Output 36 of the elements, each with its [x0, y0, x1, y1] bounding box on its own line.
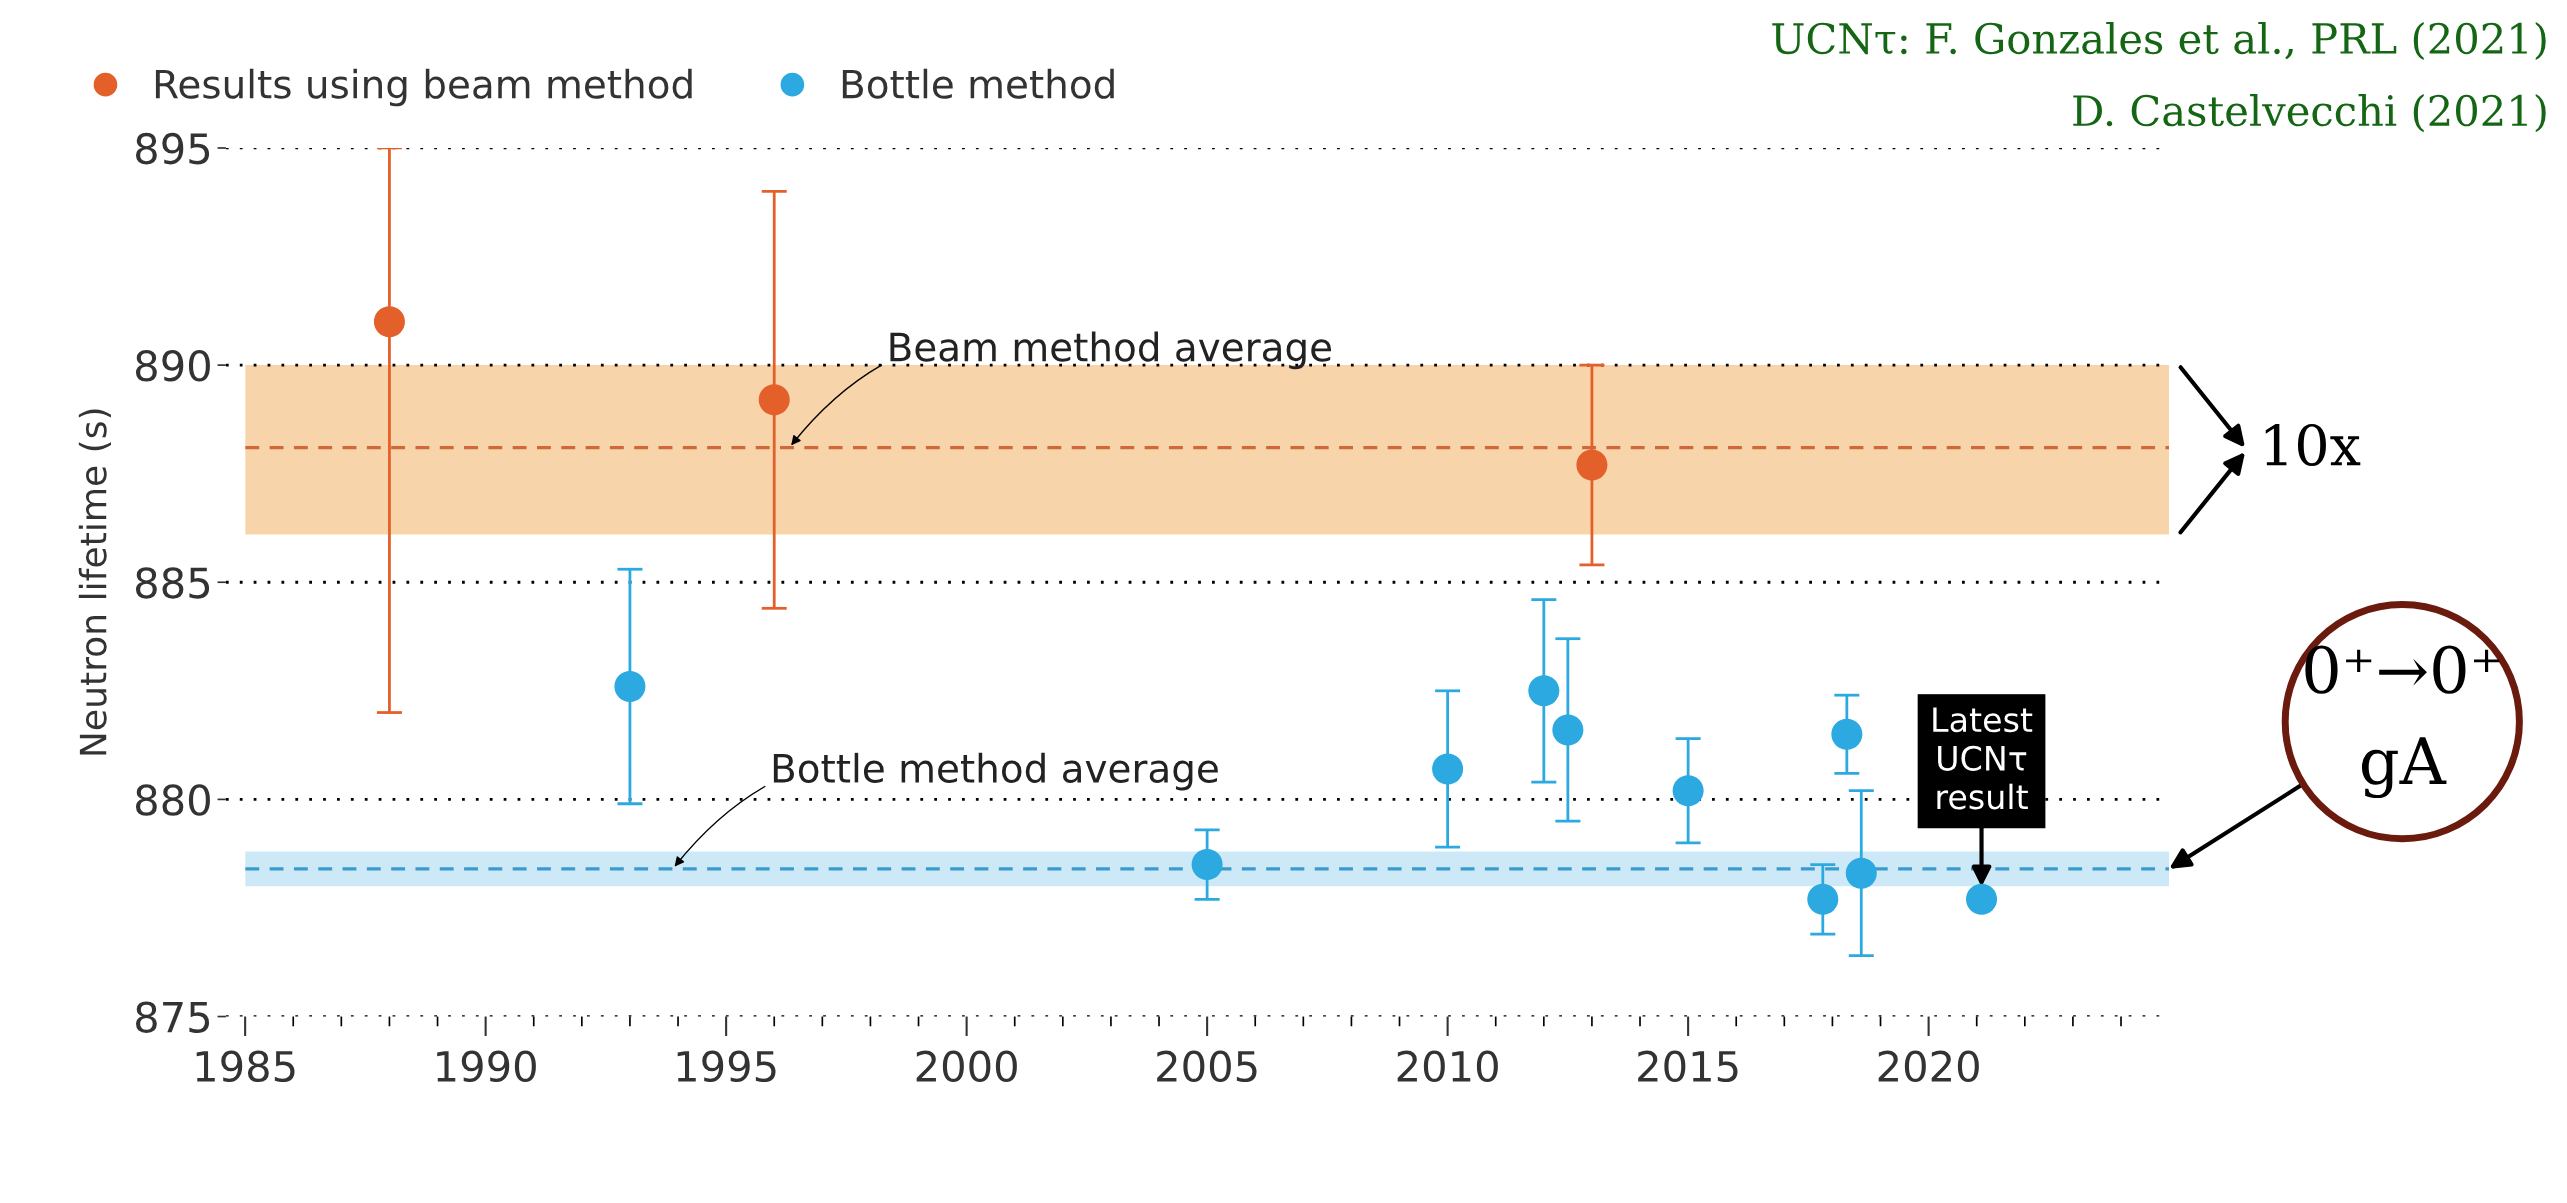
point [614, 670, 646, 703]
point [1576, 449, 1608, 481]
y-tick-label: 895 [136, 132, 210, 165]
point [1831, 718, 1863, 750]
x-tick-label: 1985 [196, 1050, 295, 1083]
y-tick-label: 875 [136, 1001, 210, 1033]
point [1807, 883, 1839, 915]
y-axis-title: Neutron lifetime (s) [78, 409, 111, 755]
x-tick-label: 2000 [916, 1050, 1017, 1083]
x-tick-label: 2020 [1878, 1050, 1979, 1083]
point [1191, 849, 1223, 881]
x-tick-label: 1995 [677, 1050, 776, 1083]
point [373, 306, 405, 338]
annotation: Latest UCNτ result [1933, 707, 2033, 810]
text: UCNτ: F. Gonzales et al., PRL (2021) [1772, 21, 2546, 61]
text: D. Castelvecchi (2021) [2073, 94, 2546, 133]
x-tick-label: 2015 [1638, 1050, 1738, 1083]
point [1552, 714, 1584, 746]
text: 10x [2265, 423, 2361, 466]
y-tick-label: 885 [136, 567, 210, 599]
x-tick-label: 1990 [437, 1050, 536, 1083]
point [1672, 775, 1704, 807]
ref-line-label: Bottle method average [773, 752, 1218, 791]
point [758, 384, 790, 416]
annotation: 0⁺→0⁺ gA [2305, 645, 2500, 799]
point [1966, 883, 1998, 915]
y-tick-label: 880 [136, 784, 210, 816]
legend-label: Results using beam method [155, 68, 692, 107]
x-tick-label: 2010 [1397, 1050, 1498, 1083]
point [1845, 857, 1877, 889]
legend-label: Bottle method [842, 68, 1114, 99]
x-tick-label: 2005 [1157, 1050, 1257, 1083]
point [1528, 675, 1560, 707]
y-tick-label: 890 [136, 350, 210, 382]
point [1432, 753, 1464, 785]
ref-line-label: Beam method average [890, 331, 1332, 370]
